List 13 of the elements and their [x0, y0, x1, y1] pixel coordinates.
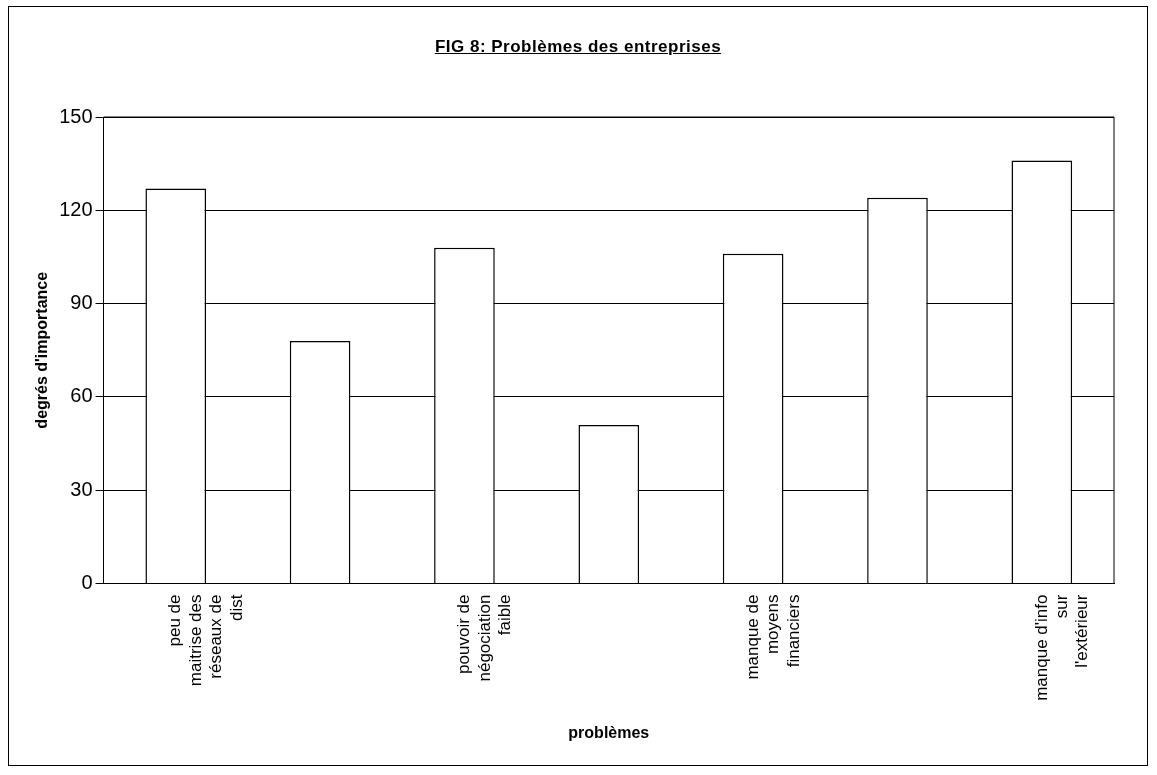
- x-tick-label: pouvoir de négociation faible: [454, 594, 514, 682]
- y-tick-label: 120: [59, 197, 93, 220]
- y-tick-label: 30: [70, 477, 93, 500]
- y-tick-label: 90: [70, 291, 93, 314]
- x-axis-title: problèmes: [568, 723, 650, 741]
- x-tick-label: manque de moyens financiers: [742, 594, 803, 680]
- y-axis-title: degrés d'importance: [33, 271, 51, 429]
- x-tick-label: manque d'info sur l'extérieur: [1031, 594, 1092, 701]
- chart-title: FIG 8: Problèmes des entreprises: [433, 37, 723, 57]
- y-tick-label: 150: [59, 104, 93, 127]
- x-tick-label: peu de maitrise des réseaux de dist: [165, 594, 246, 687]
- y-tick-label: 60: [70, 384, 93, 407]
- y-tick-label: 0: [81, 571, 93, 594]
